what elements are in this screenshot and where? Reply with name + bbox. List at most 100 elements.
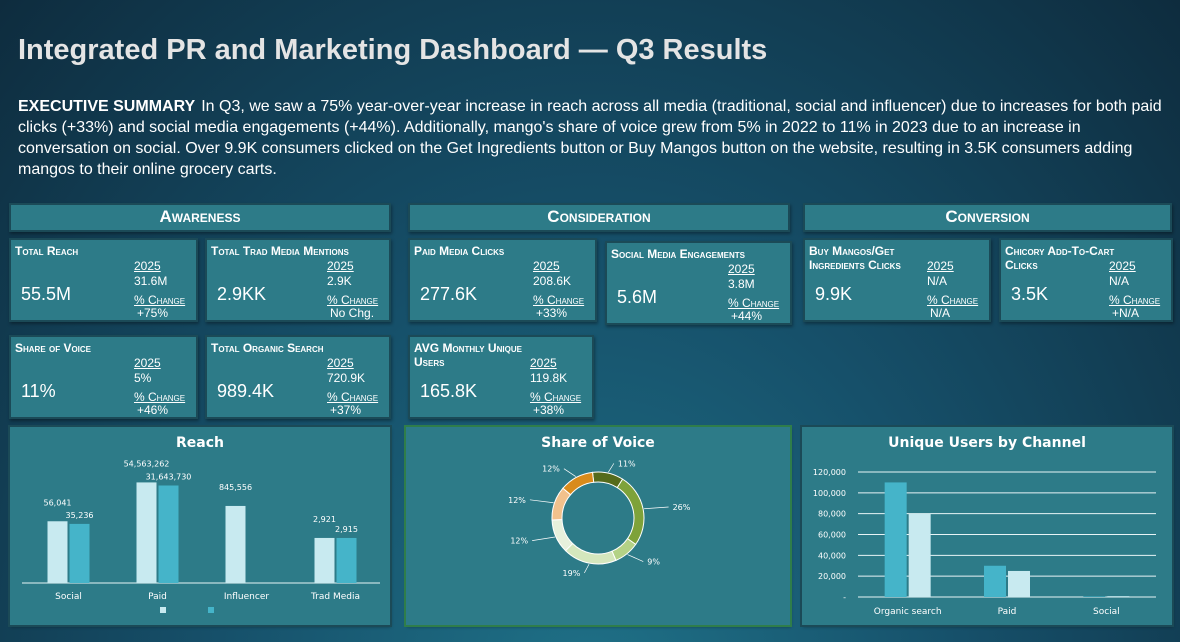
pie-slice [562, 471, 595, 496]
data-label: 9% [647, 558, 660, 567]
data-label: 845,556 [219, 483, 252, 492]
chart-title: Share of Voice [541, 435, 655, 451]
data-label: 35,236 [66, 511, 94, 520]
card-prior: 2.9K [327, 274, 352, 288]
card-change-label: % Change [728, 296, 780, 310]
section-header: Consideration [408, 203, 790, 232]
kpi-card: Social Media Engagements 5.6M 2025 3.8M % Ch… [605, 241, 792, 325]
y-tick-label: 20,000 [818, 572, 846, 581]
bar [136, 482, 157, 583]
chart: Reach Social 56,041 35,236 Paid 54,563,262 31,… [8, 425, 392, 627]
card-value: 277.6K [420, 284, 478, 304]
x-tick-label: Paid [148, 592, 167, 602]
x-tick-label: Social [1093, 607, 1120, 617]
card-title: Chicory Add-To-Cart Clicks [1005, 244, 1115, 272]
x-tick-label: Influencer [224, 592, 269, 602]
executive-summary: EXECUTIVE SUMMARY In Q3, we saw a 75% yea… [18, 96, 1163, 180]
y-tick-label: 120,000 [813, 468, 846, 477]
card-prior: 119.8K [530, 371, 568, 385]
data-label: 2,915 [335, 525, 358, 534]
bar [158, 485, 179, 583]
leader-line [627, 554, 644, 562]
card-change: +75% [137, 306, 169, 320]
card-year: 2025 [327, 259, 354, 273]
kpi-card: Total Reach 55.5M 2025 31.6M % Change +75% [9, 238, 198, 322]
card-value: 3.5K [1011, 284, 1049, 304]
leader-line [608, 463, 615, 473]
kpi-card: Buy Mangos/Get Ingredients Clicks 9.9K 202… [803, 238, 991, 322]
bar [884, 482, 907, 597]
card-prior: 3.8M [728, 277, 755, 291]
kpi-card: Total Trad Media Mentions 2.9KK 2025 2.9K % … [205, 238, 391, 322]
pie-slice [591, 471, 624, 489]
card-value: 2.9KK [217, 284, 267, 304]
card-change: +38% [533, 403, 565, 417]
card-change: +37% [330, 403, 362, 417]
bar [314, 537, 335, 583]
card-change: No Chg. [330, 306, 375, 320]
card-title: Total Organic Search [211, 341, 324, 355]
summary-label: EXECUTIVE SUMMARY [18, 98, 196, 115]
bar [984, 565, 1006, 597]
card-title: Social Media Engagements [611, 247, 746, 261]
card-year: 2025 [327, 356, 354, 370]
card-value: 11% [21, 381, 56, 401]
card-change-label: % Change [327, 293, 379, 307]
card-prior: 5% [134, 371, 152, 385]
card-title: AVG Monthly Unique Users [414, 341, 522, 369]
pie-slice [564, 542, 617, 565]
pie-slice [551, 518, 574, 552]
data-label: 12% [508, 496, 526, 505]
legend-swatch [160, 607, 166, 613]
card-prior: N/A [1109, 274, 1130, 288]
card-change: +46% [137, 403, 169, 417]
card-change-label: % Change [134, 390, 186, 404]
card-title: Buy Mangos/Get Ingredients Clicks [809, 244, 901, 272]
y-tick-label: - [843, 593, 846, 602]
card-change: +44% [731, 309, 763, 323]
card-prior: 720.9K [327, 371, 366, 385]
leader-line [644, 506, 669, 510]
x-tick-label: Organic search [874, 607, 942, 617]
x-tick-label: Paid [998, 607, 1017, 617]
section-header: Awareness [9, 203, 391, 232]
card-year: 2025 [1109, 259, 1136, 273]
bar [908, 513, 931, 597]
kpi-card: AVG Monthly Unique Users 165.8K 2025 119.8K… [408, 335, 594, 419]
card-value: 5.6M [617, 287, 658, 307]
card-year: 2025 [927, 259, 954, 273]
card-change-label: % Change [927, 293, 979, 307]
y-tick-label: 80,000 [818, 510, 846, 519]
data-label: 56,041 [44, 498, 72, 507]
card-prior: 31.6M [134, 274, 168, 288]
card-year: 2025 [530, 356, 557, 370]
y-tick-label: 40,000 [818, 551, 846, 560]
card-prior: N/A [927, 274, 948, 288]
data-label: 26% [673, 503, 691, 512]
card-change: N/A [930, 306, 951, 320]
card-value: 9.9K [815, 284, 853, 304]
chart: Unique Users by Channel - 20,000 40,000 60,0… [800, 425, 1174, 627]
leader-line [584, 563, 590, 574]
x-tick-label: Trad Media [310, 592, 360, 602]
y-tick-label: 100,000 [813, 489, 846, 498]
page-title: Integrated PR and Marketing Dashboard — … [18, 34, 768, 66]
card-change-label: % Change [327, 390, 379, 404]
data-label: 31,643,730 [146, 472, 192, 481]
data-label: 12% [510, 537, 528, 546]
kpi-card: Total Organic Search 989.4K 2025 720.9K % Ch… [205, 335, 391, 419]
data-label: 19% [563, 569, 581, 578]
data-label: 12% [542, 465, 560, 474]
bar [225, 505, 246, 583]
leader-line [529, 499, 554, 504]
kpi-card: Share of Voice 11% 2025 5% % Change +46% [9, 335, 198, 419]
bar [336, 537, 357, 583]
card-prior: 208.6K [533, 274, 572, 288]
bar [1008, 570, 1030, 597]
legend-swatch [208, 607, 214, 613]
chart-title: Reach [176, 435, 224, 451]
data-label: 54,563,262 [124, 459, 170, 468]
bar [1107, 596, 1130, 597]
card-value: 55.5M [21, 284, 72, 304]
